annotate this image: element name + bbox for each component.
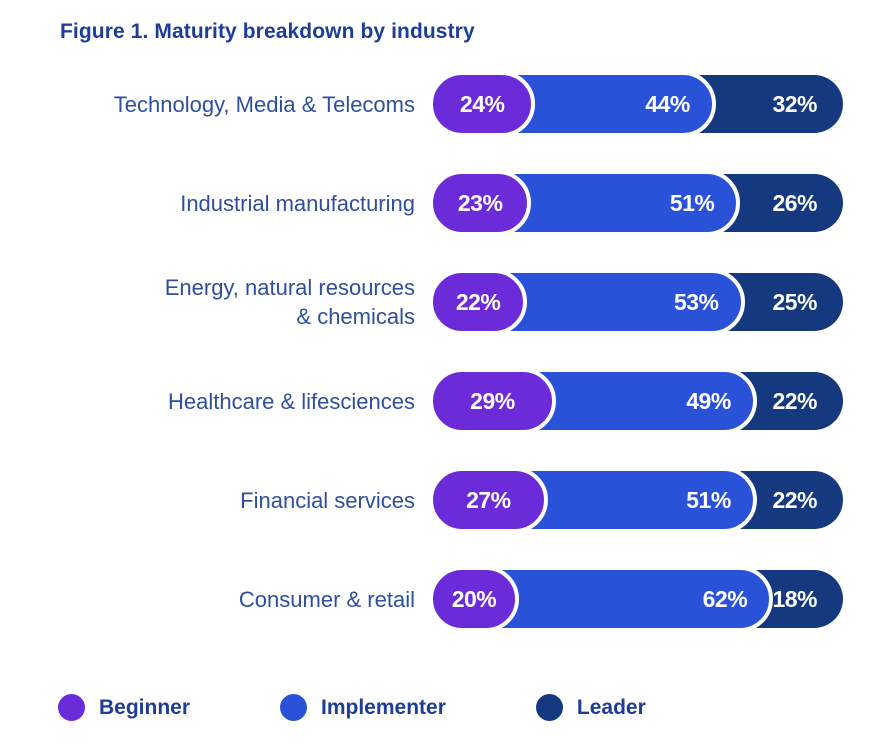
bar-value-leader: 22% bbox=[772, 486, 817, 513]
bar-value-beginner: 23% bbox=[457, 189, 503, 216]
chart-row: Healthcare & lifesciences 22% 49% 29% bbox=[60, 368, 843, 434]
industry-label: Consumer & retail bbox=[238, 586, 415, 612]
industry-label: Healthcare & lifesciences bbox=[167, 388, 415, 414]
beginner-dot-icon bbox=[58, 694, 85, 721]
stacked-bar: 26% 51% 23% bbox=[429, 170, 843, 236]
bar-chart: Technology, Media & Telecoms 32% 44% 24%… bbox=[60, 71, 843, 632]
legend-label-leader: Leader bbox=[576, 695, 646, 719]
bar-value-implementer: 62% bbox=[702, 585, 748, 612]
bar-value-leader: 32% bbox=[772, 90, 817, 117]
chart-row: Financial services 22% 51% 27% bbox=[60, 467, 843, 533]
bar-value-beginner: 24% bbox=[459, 90, 505, 117]
bar-value-leader: 22% bbox=[772, 387, 817, 414]
stacked-bar: 32% 44% 24% bbox=[429, 71, 843, 137]
chart-row: Technology, Media & Telecoms 32% 44% 24% bbox=[60, 71, 843, 137]
legend-item-beginner: Beginner bbox=[58, 694, 190, 721]
leader-dot-icon bbox=[535, 694, 563, 721]
bar-segment-beginner: 29% bbox=[429, 368, 556, 434]
bar-segment-beginner: 23% bbox=[429, 170, 532, 236]
bar-value-implementer: 49% bbox=[686, 387, 731, 414]
bar-segment-beginner: 24% bbox=[429, 71, 536, 137]
bar-segment-beginner: 20% bbox=[429, 566, 519, 632]
implementer-dot-icon bbox=[280, 694, 308, 721]
stacked-bar: 22% 49% 29% bbox=[429, 368, 843, 434]
bar-segment-beginner: 22% bbox=[429, 269, 528, 335]
bar-value-beginner: 29% bbox=[470, 387, 515, 414]
bar-value-implementer: 44% bbox=[645, 90, 690, 117]
legend-item-leader: Leader bbox=[535, 694, 646, 721]
bar-value-implementer: 51% bbox=[669, 189, 715, 216]
bar-value-implementer: 53% bbox=[673, 288, 719, 315]
legend-label-beginner: Beginner bbox=[99, 695, 191, 719]
bar-value-leader: 25% bbox=[772, 288, 817, 315]
chart-row: Industrial manufacturing 26% 51% 23% bbox=[60, 170, 843, 236]
stacked-bar: 25% 53% 22% bbox=[429, 269, 843, 335]
stacked-bar: 22% 51% 27% bbox=[429, 467, 843, 533]
bar-value-beginner: 20% bbox=[451, 585, 497, 612]
legend: Beginner Implementer Leader bbox=[58, 694, 646, 721]
legend-item-implementer: Implementer bbox=[280, 694, 446, 721]
bar-value-beginner: 22% bbox=[455, 288, 501, 315]
industry-label: Financial services bbox=[240, 487, 415, 513]
bar-value-beginner: 27% bbox=[466, 486, 511, 513]
figure-title: Figure 1. Maturity breakdown by industry bbox=[60, 20, 475, 43]
bar-segment-beginner: 27% bbox=[429, 467, 548, 533]
bar-value-implementer: 51% bbox=[686, 486, 731, 513]
bar-value-leader: 18% bbox=[772, 585, 817, 612]
industry-label: Industrial manufacturing bbox=[180, 190, 415, 216]
chart-row: Energy, natural resources & chemicals 25… bbox=[60, 269, 843, 335]
industry-label: Energy, natural resources & chemicals bbox=[164, 275, 415, 329]
industry-label: Technology, Media & Telecoms bbox=[113, 91, 415, 117]
chart-row: Consumer & retail 18% 62% 20% bbox=[60, 566, 843, 632]
stacked-bar: 18% 62% 20% bbox=[429, 566, 843, 632]
legend-label-implementer: Implementer bbox=[321, 695, 446, 719]
bar-value-leader: 26% bbox=[772, 189, 817, 216]
